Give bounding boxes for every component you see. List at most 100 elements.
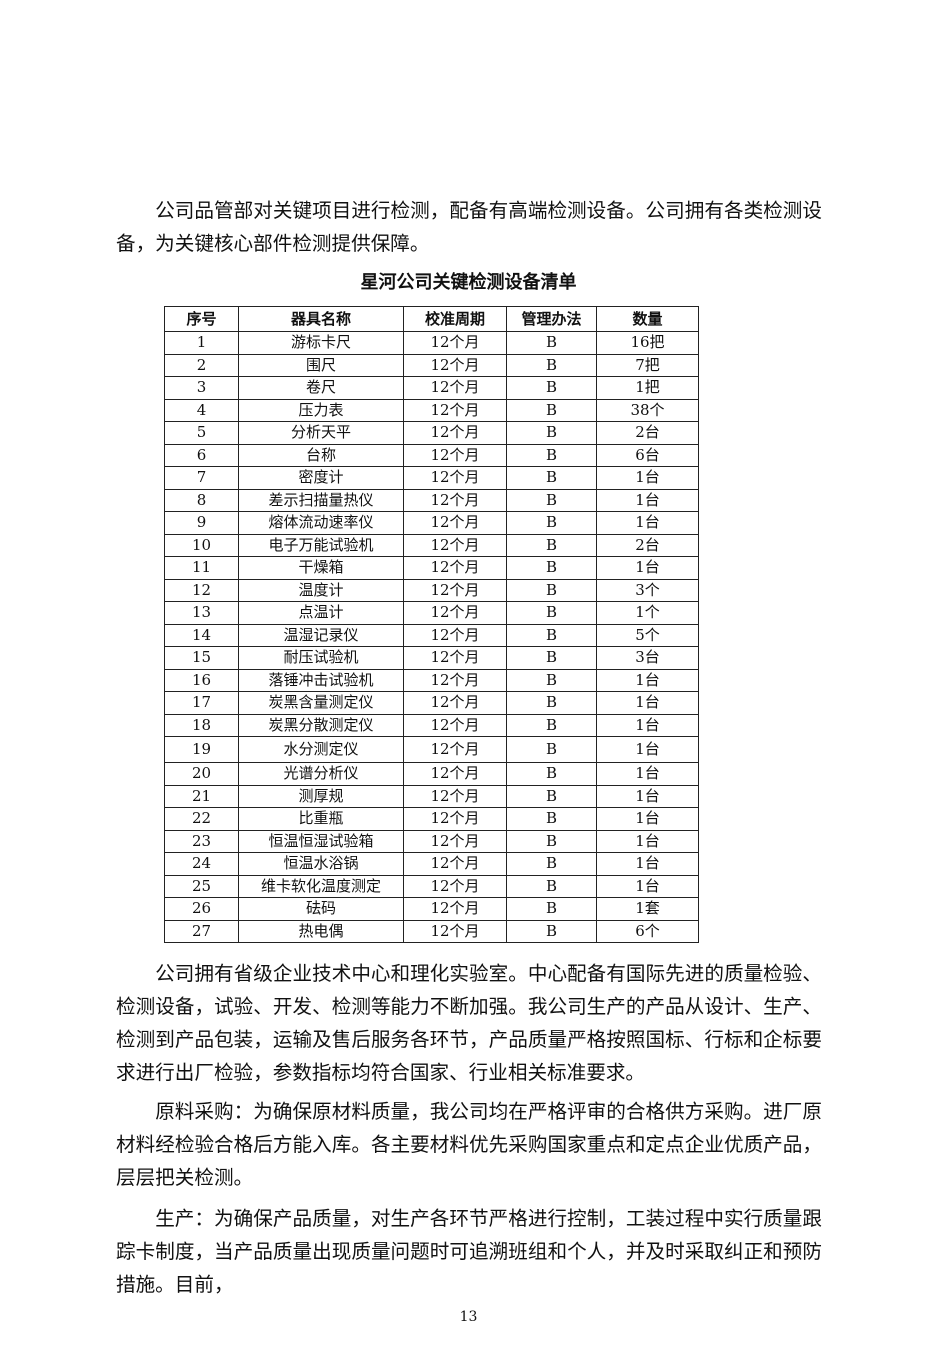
table-row: 4 压力表 12个月 B 38个 <box>164 398 699 422</box>
cell-quantity: 1把 <box>596 376 699 400</box>
table-row: 23 恒温恒湿试验箱 12个月 B 1台 <box>164 829 699 853</box>
table-row: 18 炭黑分散测定仪 12个月 B 1台 <box>164 713 699 737</box>
cell-method: B <box>506 556 597 580</box>
table-row: 1 游标卡尺 12个月 B 16把 <box>164 331 699 355</box>
table-row: 12 温度计 12个月 B 3个 <box>164 578 699 602</box>
cell-cycle: 12个月 <box>403 331 507 355</box>
cell-cycle: 12个月 <box>403 511 507 535</box>
cell-cycle: 12个月 <box>403 578 507 602</box>
table-row: 27 热电偶 12个月 B 6个 <box>164 919 699 943</box>
table-row: 19 水分测定仪 12个月 B 1台 <box>164 736 699 763</box>
table-row: 11 干燥箱 12个月 B 1台 <box>164 556 699 580</box>
cell-quantity: 2台 <box>596 421 699 445</box>
cell-method: B <box>506 668 597 692</box>
table-row: 3 卷尺 12个月 B 1把 <box>164 376 699 400</box>
cell-index: 2 <box>164 353 239 377</box>
header-method: 管理办法 <box>506 306 597 332</box>
cell-method: B <box>506 578 597 602</box>
cell-index: 23 <box>164 829 239 853</box>
cell-quantity: 1台 <box>596 829 699 853</box>
cell-name: 炭黑分散测定仪 <box>238 713 404 737</box>
cell-index: 9 <box>164 511 239 535</box>
cell-quantity: 1台 <box>596 556 699 580</box>
cell-name: 测厚规 <box>238 784 404 808</box>
cell-method: B <box>506 511 597 535</box>
cell-cycle: 12个月 <box>403 646 507 670</box>
cell-index: 24 <box>164 852 239 876</box>
cell-name: 游标卡尺 <box>238 331 404 355</box>
cell-index: 13 <box>164 601 239 625</box>
cell-index: 10 <box>164 533 239 557</box>
cell-name: 差示扫描量热仪 <box>238 488 404 512</box>
cell-name: 压力表 <box>238 398 404 422</box>
cell-quantity: 1台 <box>596 736 699 763</box>
cell-quantity: 6个 <box>596 919 699 943</box>
cell-index: 4 <box>164 398 239 422</box>
cell-method: B <box>506 421 597 445</box>
cell-index: 17 <box>164 691 239 715</box>
cell-method: B <box>506 601 597 625</box>
cell-quantity: 1个 <box>596 601 699 625</box>
cell-method: B <box>506 353 597 377</box>
cell-cycle: 12个月 <box>403 829 507 853</box>
cell-index: 21 <box>164 784 239 808</box>
cell-cycle: 12个月 <box>403 466 507 490</box>
table-header-row: 序号 器具名称 校准周期 管理办法 数量 <box>164 306 699 332</box>
cell-name: 砝码 <box>238 897 404 921</box>
cell-cycle: 12个月 <box>403 852 507 876</box>
cell-method: B <box>506 398 597 422</box>
cell-cycle: 12个月 <box>403 421 507 445</box>
cell-name: 恒温恒湿试验箱 <box>238 829 404 853</box>
cell-name: 台称 <box>238 443 404 467</box>
cell-name: 密度计 <box>238 466 404 490</box>
cell-cycle: 12个月 <box>403 533 507 557</box>
cell-name: 炭黑含量测定仪 <box>238 691 404 715</box>
cell-quantity: 1台 <box>596 807 699 831</box>
cell-method: B <box>506 829 597 853</box>
cell-name: 温度计 <box>238 578 404 602</box>
cell-name: 分析天平 <box>238 421 404 445</box>
cell-name: 电子万能试验机 <box>238 533 404 557</box>
table-row: 20 光谱分析仪 12个月 B 1台 <box>164 762 699 786</box>
cell-quantity: 1台 <box>596 691 699 715</box>
cell-quantity: 1台 <box>596 852 699 876</box>
cell-name: 点温计 <box>238 601 404 625</box>
table-row: 5 分析天平 12个月 B 2台 <box>164 421 699 445</box>
cell-quantity: 3个 <box>596 578 699 602</box>
cell-quantity: 1台 <box>596 488 699 512</box>
cell-quantity: 1套 <box>596 897 699 921</box>
table-title: 星河公司关键检测设备清单 <box>360 272 577 293</box>
cell-method: B <box>506 443 597 467</box>
cell-cycle: 12个月 <box>403 897 507 921</box>
header-cycle: 校准周期 <box>403 306 507 332</box>
cell-cycle: 12个月 <box>403 713 507 737</box>
table-row: 7 密度计 12个月 B 1台 <box>164 466 699 490</box>
procurement-paragraph: 原料采购：为确保原材料质量，我公司均在严格评审的合格供方采购。进厂原材料经检验合… <box>116 1100 822 1189</box>
cell-index: 12 <box>164 578 239 602</box>
cell-name: 卷尺 <box>238 376 404 400</box>
cell-cycle: 12个月 <box>403 762 507 786</box>
cell-quantity: 1台 <box>596 466 699 490</box>
intro-paragraph: 公司品管部对关键项目进行检测，配备有高端检测设备。公司拥有各类检测设备，为关键核… <box>116 199 822 255</box>
cell-name: 落锤冲击试验机 <box>238 668 404 692</box>
cell-name: 耐压试验机 <box>238 646 404 670</box>
cell-name: 光谱分析仪 <box>238 762 404 786</box>
table-row: 6 台称 12个月 B 6台 <box>164 443 699 467</box>
cell-name: 比重瓶 <box>238 807 404 831</box>
cell-method: B <box>506 466 597 490</box>
cell-name: 熔体流动速率仪 <box>238 511 404 535</box>
cell-quantity: 2台 <box>596 533 699 557</box>
table-row: 25 维卡软化温度测定 12个月 B 1台 <box>164 874 699 898</box>
cell-index: 19 <box>164 736 239 763</box>
cell-cycle: 12个月 <box>403 736 507 763</box>
lab-paragraph: 公司拥有省级企业技术中心和理化实验室。中心配备有国际先进的质量检验、检测设备，试… <box>116 962 822 1084</box>
cell-method: B <box>506 331 597 355</box>
table-row: 21 测厚规 12个月 B 1台 <box>164 784 699 808</box>
header-quantity: 数量 <box>596 306 699 332</box>
header-name: 器具名称 <box>238 306 404 332</box>
cell-index: 18 <box>164 713 239 737</box>
cell-method: B <box>506 919 597 943</box>
cell-quantity: 5个 <box>596 623 699 647</box>
production-paragraph: 生产：为确保产品质量，对生产各环节严格进行控制，工装过程中实行质量跟踪卡制度，当… <box>116 1207 822 1296</box>
table-row: 26 砝码 12个月 B 1套 <box>164 897 699 921</box>
